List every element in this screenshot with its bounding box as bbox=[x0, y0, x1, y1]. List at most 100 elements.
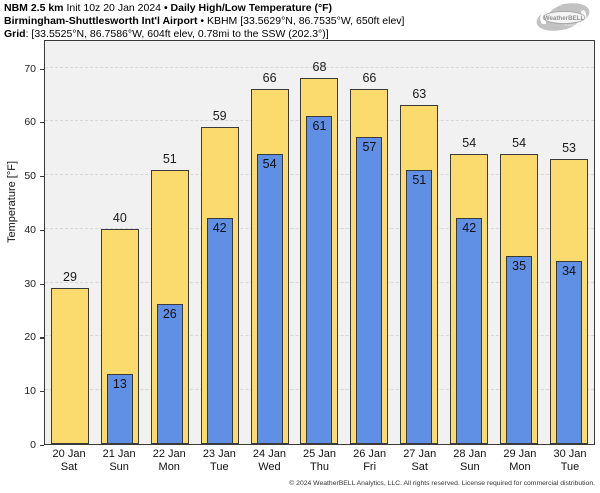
low-bar: 54 bbox=[256, 153, 283, 444]
header-line-1: NBM 2.5 km Init 10z 20 Jan 2024 • Daily … bbox=[4, 2, 404, 15]
y-tick-label-70: 70 bbox=[24, 62, 36, 75]
x-tick-day: Sat bbox=[411, 461, 428, 473]
category-27-Jan: 63 51 bbox=[394, 41, 444, 444]
svg-text:WeatherBELL: WeatherBELL bbox=[544, 15, 585, 22]
low-bar: 35 bbox=[506, 255, 533, 444]
x-tick-label: 25 Jan Thu bbox=[294, 448, 344, 474]
category-30-Jan: 53 34 bbox=[544, 41, 594, 444]
x-tick-date: 23 Jan bbox=[202, 448, 236, 460]
high-value-label: 59 bbox=[212, 108, 227, 123]
category-25-Jan: 68 61 bbox=[295, 41, 345, 444]
y-tick-mark bbox=[40, 176, 44, 178]
high-value-label: 54 bbox=[462, 135, 477, 150]
low-value-label: 57 bbox=[362, 140, 377, 155]
grid-label: Grid bbox=[4, 28, 26, 40]
weatherbell-swirl-icon: WeatherBELL Analytics LLC bbox=[536, 3, 590, 31]
weatherbell-logo: WeatherBELL Analytics LLC bbox=[532, 2, 596, 33]
category-26-Jan: 66 57 bbox=[344, 41, 394, 444]
x-tick-date: 25 Jan bbox=[303, 448, 337, 460]
y-tick-label-10: 10 bbox=[24, 385, 36, 398]
category-29-Jan: 54 35 bbox=[494, 41, 544, 444]
header-line-3: Grid: [33.5525°N, 86.7586°W, 604ft elev,… bbox=[4, 28, 404, 41]
x-tick-date: 21 Jan bbox=[102, 448, 136, 460]
high-value-label: 54 bbox=[512, 135, 527, 150]
x-tick-day: Sat bbox=[60, 461, 78, 473]
y-tick-mark bbox=[40, 391, 44, 393]
x-tick-label: 29 Jan Mon bbox=[495, 448, 545, 474]
y-tick-label-50: 50 bbox=[24, 170, 36, 183]
low-value-label: 51 bbox=[412, 172, 427, 187]
svg-text:Analytics LLC: Analytics LLC bbox=[564, 23, 581, 27]
x-tick-date: 22 Jan bbox=[152, 448, 186, 460]
x-tick-label: 24 Jan Wed bbox=[244, 448, 294, 474]
category-22-Jan: 51 26 bbox=[145, 41, 195, 444]
gridline-70 bbox=[45, 66, 594, 68]
y-tick-label-60: 60 bbox=[24, 116, 36, 129]
header-line-2: Birmingham-Shuttlesworth Int'l Airport •… bbox=[4, 15, 404, 28]
low-value-label: 42 bbox=[212, 221, 227, 236]
x-tick-label: 22 Jan Mon bbox=[144, 448, 194, 474]
low-value-label: 35 bbox=[512, 258, 527, 273]
high-value-label: 51 bbox=[162, 151, 177, 166]
high-value-label: 66 bbox=[262, 71, 277, 86]
high-value-label: 63 bbox=[412, 87, 427, 102]
model-name: NBM 2.5 km bbox=[4, 2, 64, 14]
low-bar: 57 bbox=[356, 137, 383, 444]
y-tick-label-40: 40 bbox=[24, 223, 36, 236]
init-time: Init 10z 20 Jan 2024 bbox=[63, 2, 164, 14]
y-tick-label-30: 30 bbox=[24, 277, 36, 290]
high-value-label: 68 bbox=[312, 60, 327, 75]
y-tick-mark bbox=[40, 445, 44, 447]
y-tick-label-20: 20 bbox=[24, 331, 36, 344]
x-tick-day: Thu bbox=[310, 461, 329, 473]
high-value-label: 29 bbox=[63, 270, 77, 285]
x-tick-label: 23 Jan Tue bbox=[194, 448, 244, 474]
low-bar: 34 bbox=[556, 261, 583, 444]
category-24-Jan: 66 54 bbox=[245, 41, 295, 444]
x-axis-labels: 20 Jan Sat 21 Jan Sun 22 Jan Mon 23 Jan Tue 24 J… bbox=[44, 448, 595, 474]
category-21-Jan: 40 13 bbox=[95, 41, 145, 444]
x-tick-label: 28 Jan Sun bbox=[445, 448, 495, 474]
category-23-Jan: 59 42 bbox=[195, 41, 245, 444]
y-tick-label-0: 0 bbox=[30, 439, 36, 451]
plot-area: 29 40 13 51 26 59 42 66 54 68 61 66 57 63 51 54 42 54 35 53… bbox=[44, 40, 595, 445]
low-bar: 26 bbox=[156, 304, 183, 444]
low-value-label: 61 bbox=[312, 118, 327, 133]
x-tick-day: Sun bbox=[109, 461, 129, 473]
low-value-label: 42 bbox=[462, 221, 477, 236]
x-tick-date: 27 Jan bbox=[403, 448, 437, 460]
x-tick-day: Tue bbox=[560, 461, 580, 473]
x-tick-day: Fri bbox=[363, 461, 377, 473]
low-bar: 42 bbox=[206, 218, 233, 444]
y-tick-mark bbox=[40, 229, 44, 232]
low-bar: 13 bbox=[106, 374, 133, 444]
low-bar: 42 bbox=[456, 218, 483, 444]
chart-title: • Daily High/Low Temperature (°F) bbox=[163, 2, 333, 14]
y-tick-mark bbox=[40, 337, 44, 339]
high-bar bbox=[50, 288, 89, 444]
x-tick-day: Wed bbox=[258, 461, 281, 473]
category-28-Jan: 54 42 bbox=[444, 41, 494, 444]
x-tick-label: 20 Jan Sat bbox=[44, 448, 94, 474]
x-tick-date: 28 Jan bbox=[453, 448, 487, 460]
x-tick-label: 26 Jan Fri bbox=[345, 448, 395, 474]
x-tick-date: 20 Jan bbox=[52, 448, 86, 460]
x-tick-day: Mon bbox=[158, 461, 180, 473]
x-tick-date: 26 Jan bbox=[353, 448, 387, 460]
high-value-label: 53 bbox=[562, 140, 576, 155]
station-coords: • KBHM [33.5629°N, 86.7535°W, 650ft elev… bbox=[197, 15, 405, 27]
x-tick-date: 30 Jan bbox=[553, 448, 587, 460]
high-value-label: 40 bbox=[112, 210, 127, 225]
x-tick-day: Sun bbox=[460, 461, 480, 473]
y-tick-mark bbox=[40, 68, 44, 70]
x-tick-date: 29 Jan bbox=[503, 448, 537, 460]
x-tick-day: Mon bbox=[509, 461, 531, 473]
y-tick-mark bbox=[40, 283, 44, 285]
bar-groups: 29 40 13 51 26 59 42 66 54 68 61 66 57 63 51 54 42 54 35 53… bbox=[45, 41, 594, 444]
x-tick-label: 21 Jan Sun bbox=[94, 448, 144, 474]
x-tick-date: 24 Jan bbox=[252, 448, 286, 460]
copyright-notice: © 2024 WeatherBELL Analytics, LLC. All r… bbox=[289, 480, 595, 487]
x-tick-label: 30 Jan Tue bbox=[545, 448, 595, 474]
low-value-label: 13 bbox=[112, 377, 127, 392]
